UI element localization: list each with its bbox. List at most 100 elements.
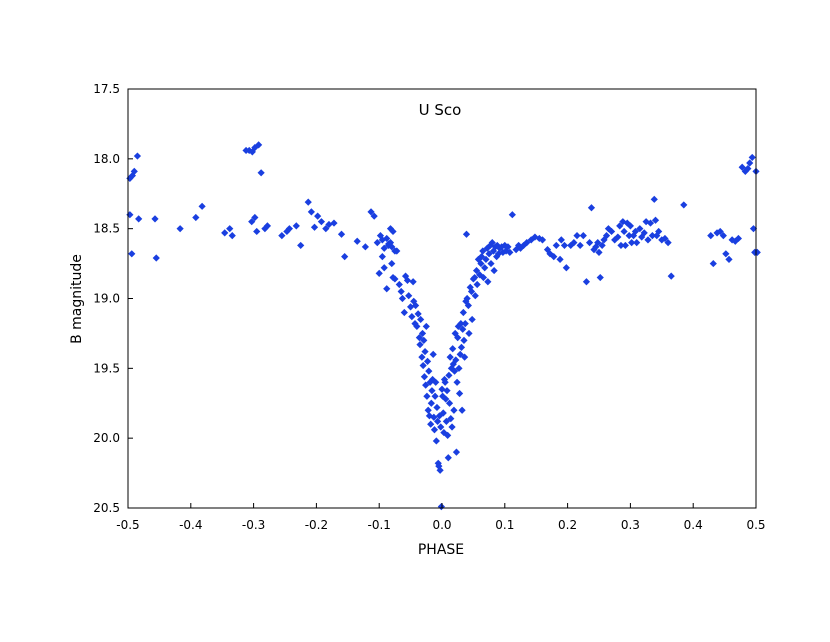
data-point [445,399,454,407]
data-point [285,225,293,233]
data-point [485,250,493,258]
y-tick-label: 19.0 [93,292,120,306]
x-axis-tick-labels: -0.5 -0.4 -0.3 -0.2 -0.1 0.0 0.1 0.2 0.3 0.4 0.5 [116,518,765,532]
data-point [412,301,420,310]
data-point [504,243,512,251]
data-point [304,198,312,206]
data-point [600,236,608,244]
data-point [251,144,259,152]
data-point [462,230,471,238]
data-point [455,364,463,372]
data-point [585,239,594,247]
data-point [546,250,554,258]
data-point [471,292,479,300]
x-tick-label: -0.3 [242,518,265,532]
data-point [570,239,578,247]
data-point [314,212,322,220]
data-point [423,357,432,365]
data-point [587,204,596,212]
data-point [498,243,506,251]
data-point [443,387,451,395]
data-point [616,222,624,230]
data-point [228,232,236,240]
data-point [457,343,466,351]
data-point [337,230,346,238]
data-point [397,287,405,296]
data-point [257,169,265,177]
data-point [255,141,263,149]
data-point [499,248,507,257]
data-point [573,232,581,240]
data-point [567,241,575,250]
x-tick-label: -0.2 [305,518,328,532]
data-point [636,225,644,233]
data-point [454,334,462,342]
data-point [625,232,633,240]
data-point [451,329,459,338]
data-point [446,353,454,361]
data-point [448,423,456,431]
data-point [557,236,565,244]
data-point [477,253,486,261]
x-tick-label: -0.4 [179,518,202,532]
x-tick-label: 0.0 [432,518,451,532]
data-point [361,243,369,251]
data-point [620,227,628,236]
data-point [370,212,378,220]
data-point [428,375,437,384]
data-point [386,239,395,247]
data-point [486,241,494,250]
data-point [263,222,272,230]
data-point [490,266,498,275]
data-point [126,211,134,219]
data-point [283,227,291,236]
data-point [461,320,469,328]
data-point [341,253,349,261]
x-axis-title: PHASE [418,542,464,558]
data-point [488,239,496,247]
data-point [373,239,381,247]
data-point [330,219,338,227]
data-point [552,241,560,250]
data-point [226,225,234,233]
data-point [468,315,476,324]
data-point [403,276,412,284]
data-point [734,234,743,243]
data-point [459,325,467,333]
data-point [278,232,286,240]
data-point [411,320,419,328]
data-point [753,248,761,257]
data-point [221,229,229,237]
y-tick-label: 18.0 [93,152,120,166]
data-point [310,223,319,231]
data-point [725,255,733,263]
data-point [353,237,361,245]
data-point [398,294,407,303]
data-point [707,232,715,240]
data-point [633,239,641,247]
data-point [640,229,648,237]
data-point [651,216,660,224]
data-point [467,287,476,296]
data-point [449,360,457,368]
data-point [579,232,587,240]
x-tick-label: -0.1 [367,518,390,532]
data-point [307,208,315,216]
data-point [458,406,466,414]
data-point [614,233,622,241]
y-tick-label: 20.5 [93,501,120,515]
data-point [728,236,736,244]
data-point [427,399,435,407]
data-point [473,280,481,289]
data-point [452,448,461,456]
data-point [582,278,591,286]
data-point [433,403,441,412]
data-point [409,278,417,286]
data-point [439,409,447,417]
data-point [560,241,569,250]
data-point [429,350,437,358]
data-point [297,241,305,250]
data-point [598,241,606,250]
data-point [435,462,443,470]
data-point [646,219,655,227]
